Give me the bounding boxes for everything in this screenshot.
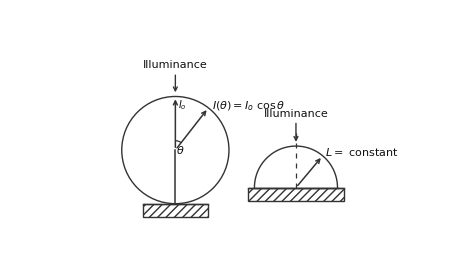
Text: $\theta$: $\theta$ — [176, 144, 184, 156]
Text: Illuminance: Illuminance — [264, 109, 328, 119]
Bar — [248, 188, 344, 201]
Bar — [143, 204, 208, 217]
Text: $L=\ \mathrm{constant}$: $L=\ \mathrm{constant}$ — [325, 146, 399, 158]
Text: Illuminance: Illuminance — [143, 61, 208, 70]
Text: $I_o$: $I_o$ — [177, 98, 186, 111]
Text: $I(\theta)= I_o\ \cos\theta$: $I(\theta)= I_o\ \cos\theta$ — [212, 100, 286, 113]
